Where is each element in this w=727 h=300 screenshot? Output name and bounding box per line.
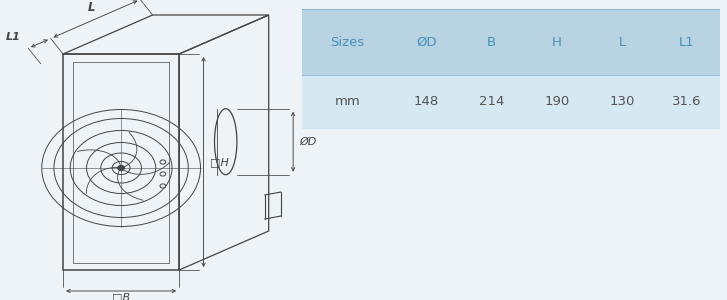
Text: L1: L1 — [679, 35, 695, 49]
Text: 148: 148 — [414, 95, 439, 109]
Text: □H: □H — [209, 157, 228, 167]
Circle shape — [118, 166, 124, 170]
Text: 31.6: 31.6 — [672, 95, 702, 109]
Text: H: H — [552, 35, 562, 49]
Bar — [302, 75, 720, 129]
Text: ØD: ØD — [300, 137, 316, 147]
Text: ØD: ØD — [416, 35, 437, 49]
Text: L: L — [618, 35, 625, 49]
Text: 214: 214 — [479, 95, 505, 109]
Text: L1: L1 — [5, 32, 20, 42]
Text: mm: mm — [335, 95, 361, 109]
Text: 130: 130 — [609, 95, 635, 109]
Bar — [302, 9, 720, 75]
Text: B: B — [487, 35, 496, 49]
Text: 190: 190 — [544, 95, 569, 109]
Text: Sizes: Sizes — [331, 35, 365, 49]
Text: L: L — [88, 2, 95, 14]
Text: □B: □B — [112, 292, 130, 300]
